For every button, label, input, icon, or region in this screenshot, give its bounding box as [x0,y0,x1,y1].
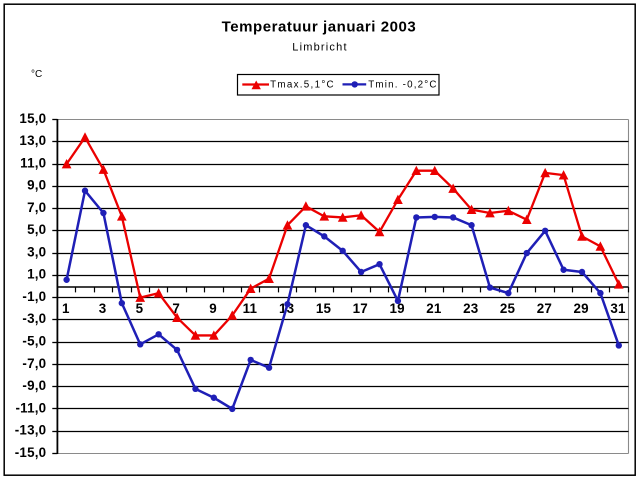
svg-text:9: 9 [209,301,217,316]
svg-text:1: 1 [62,301,70,316]
svg-text:Temperatuur januari 2003: Temperatuur januari 2003 [222,19,417,36]
svg-text:13,0: 13,0 [19,133,46,148]
svg-text:23: 23 [463,301,478,316]
svg-text:°C: °C [31,69,42,80]
svg-text:11: 11 [243,301,258,316]
svg-text:-11,0: -11,0 [16,400,47,415]
svg-text:7: 7 [172,301,180,316]
svg-text:15,0: 15,0 [19,111,46,126]
svg-text:-7,0: -7,0 [22,356,46,371]
svg-text:-1,0: -1,0 [22,289,46,304]
svg-text:3,0: 3,0 [27,244,46,259]
svg-text:-15,0: -15,0 [15,445,47,460]
svg-text:-5,0: -5,0 [22,334,46,349]
svg-text:25: 25 [500,301,516,316]
svg-text:-9,0: -9,0 [22,378,46,393]
svg-text:17: 17 [353,301,368,316]
svg-text:1,0: 1,0 [27,267,46,282]
svg-text:9,0: 9,0 [27,178,46,193]
svg-text:31: 31 [610,301,626,316]
svg-text:3: 3 [99,301,107,316]
svg-text:27: 27 [537,301,552,316]
svg-text:5,0: 5,0 [27,222,46,237]
svg-text:5: 5 [136,301,144,316]
svg-text:15: 15 [316,301,332,316]
svg-text:21: 21 [426,301,442,316]
svg-text:Tmin. -0,2°C: Tmin. -0,2°C [368,80,438,91]
svg-text:19: 19 [389,301,404,316]
svg-text:Tmax.5,1°C: Tmax.5,1°C [270,80,335,91]
svg-text:-13,0: -13,0 [15,423,47,438]
svg-text:7,0: 7,0 [27,200,46,215]
svg-text:Limbricht: Limbricht [292,42,347,54]
svg-text:11,0: 11,0 [20,155,46,170]
svg-text:-3,0: -3,0 [22,311,46,326]
svg-text:29: 29 [574,301,589,316]
